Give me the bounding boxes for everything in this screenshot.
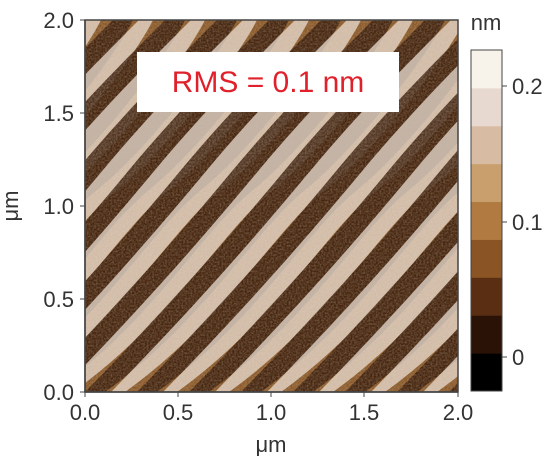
- y-tick-label: 1.5: [43, 101, 74, 126]
- colorbar-unit: nm: [471, 10, 502, 35]
- x-tick-label: 0.0: [70, 400, 101, 425]
- y-tick-label: 1.0: [43, 194, 74, 219]
- x-tick-label: 1.5: [349, 400, 380, 425]
- rms-annotation: RMS = 0.1 nm: [137, 52, 399, 112]
- colorbar-band: [471, 50, 502, 89]
- colorbar-band: [471, 87, 502, 127]
- y-axis: 0.0 0.5 1.0 1.5 2.0 μm: [0, 8, 86, 405]
- colorbar-band: [471, 125, 502, 165]
- x-tick-label: 0.5: [163, 400, 194, 425]
- x-tick-label: 1.0: [256, 400, 287, 425]
- x-axis: 0.0 0.5 1.0 1.5 2.0 μm: [70, 391, 474, 457]
- colorbar-band: [471, 163, 502, 203]
- colorbar-tick-label: 0: [512, 345, 524, 370]
- colorbar-tick-label: 0.1: [512, 210, 543, 235]
- x-tick-label: 2.0: [443, 400, 474, 425]
- x-axis-label: μm: [255, 432, 286, 457]
- colorbar-band: [471, 315, 502, 354]
- colorbar-band: [471, 239, 502, 278]
- colorbar: nm 0 0.1 0.2: [470, 10, 543, 392]
- colorbar-tick-label: 0.2: [512, 74, 543, 99]
- rms-label: RMS = 0.1 nm: [172, 66, 365, 99]
- y-tick-label: 0.0: [43, 380, 74, 405]
- y-axis-label: μm: [0, 190, 23, 221]
- colorbar-frame: [470, 49, 503, 392]
- colorbar-band: [471, 277, 502, 316]
- colorbar-band: [471, 201, 502, 240]
- y-tick-label: 0.5: [43, 287, 74, 312]
- y-tick-label: 2.0: [43, 8, 74, 33]
- colorbar-band: [471, 353, 502, 392]
- colorbar-bands: [470, 49, 503, 392]
